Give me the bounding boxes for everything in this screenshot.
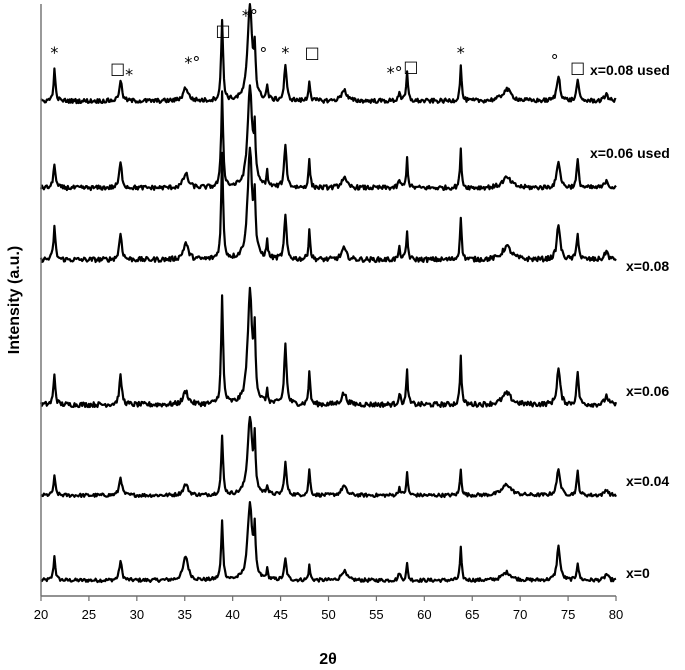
x-tick-label: 20 — [34, 607, 48, 622]
x-tick-label: 35 — [178, 607, 192, 622]
x-tick-label: 30 — [130, 607, 144, 622]
phase-marker: □ — [305, 43, 320, 62]
y-axis-title: Intensity (a.u.) — [6, 246, 23, 354]
x-tick-label: 80 — [609, 607, 623, 622]
phase-marker: □ — [216, 21, 231, 40]
traces-group — [39, 2, 618, 584]
x-tick-label: 45 — [273, 607, 287, 622]
phase-marker: * — [457, 43, 465, 62]
x-ticks-group: 20 25 30 35 40 45 50 55 60 65 70 75 80 — [34, 596, 623, 622]
phase-marker: * — [281, 43, 289, 62]
x-tick-label: 50 — [321, 607, 335, 622]
x-tick-label: 40 — [225, 607, 239, 622]
phase-marker: □ — [110, 59, 125, 78]
phase-marker: *° — [387, 63, 403, 82]
phase-marker: * — [50, 43, 58, 62]
series-labels-group: x=0 x=0.04 x=0.06 x=0.08 x=0.06 used x=0.08 u… — [590, 62, 670, 581]
series-label: x=0.04 — [626, 473, 669, 489]
x-tick-label: 75 — [561, 607, 575, 622]
series-trace — [39, 146, 617, 264]
phase-marker: *° — [184, 53, 200, 72]
series-label: x=0.08 used — [590, 62, 670, 78]
series-trace — [40, 501, 617, 584]
x-axis-title: 2θ — [319, 651, 337, 668]
phase-marker: *° — [242, 6, 258, 25]
phase-marker: ° — [259, 44, 267, 63]
phase-marker: ° — [551, 51, 559, 70]
series-trace — [39, 84, 617, 192]
phase-marker: □ — [403, 57, 418, 76]
phase-marker: * — [125, 65, 133, 84]
x-tick-label: 70 — [513, 607, 527, 622]
x-tick-label: 60 — [417, 607, 431, 622]
series-label: x=0 — [626, 565, 650, 581]
series-label: x=0.08 — [626, 258, 669, 274]
series-label: x=0.06 used — [590, 145, 670, 161]
phase-marker: □ — [570, 58, 585, 77]
series-label: x=0.06 — [626, 383, 669, 399]
phase-markers-group: *□ **°□*°° * □*° □* ° □ — [50, 6, 585, 84]
x-tick-label: 55 — [369, 607, 383, 622]
series-trace — [39, 286, 618, 409]
series-trace — [40, 415, 617, 499]
series-trace — [40, 2, 617, 105]
x-tick-label: 65 — [465, 607, 479, 622]
x-tick-label: 25 — [82, 607, 96, 622]
